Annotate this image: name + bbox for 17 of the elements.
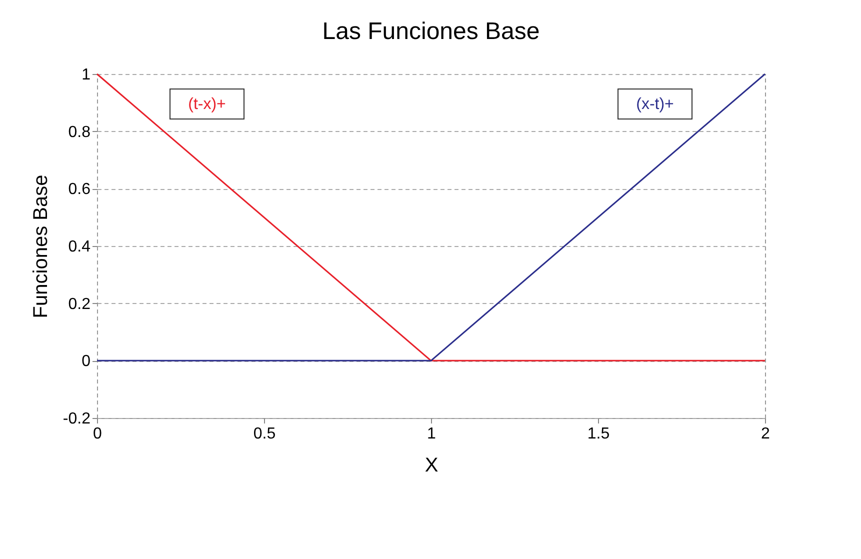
series-label: (x-t)+ [636, 96, 674, 113]
x-axis-title: X [424, 454, 438, 476]
x-tick-label: 1.5 [587, 426, 610, 442]
y-tick-label: 1 [82, 66, 91, 84]
y-tick-label: 0.6 [68, 181, 91, 198]
series-label: (t-x)+ [188, 96, 226, 113]
x-tick-label: 0.5 [253, 426, 276, 442]
y-tick-label: 0.2 [68, 296, 91, 313]
x-tick-label: 2 [761, 426, 770, 442]
y-axis-title: Funciones Base [30, 174, 52, 318]
y-tick-label: 0.4 [68, 238, 91, 256]
y-tick-label: 0 [82, 353, 91, 370]
x-tick-label: 1 [427, 426, 436, 442]
y-tick-label: 0.8 [68, 124, 91, 141]
chart-title: Las Funciones Base [322, 18, 540, 45]
x-tick-label: 0 [93, 426, 102, 442]
y-tick-label: -0.2 [62, 410, 91, 428]
